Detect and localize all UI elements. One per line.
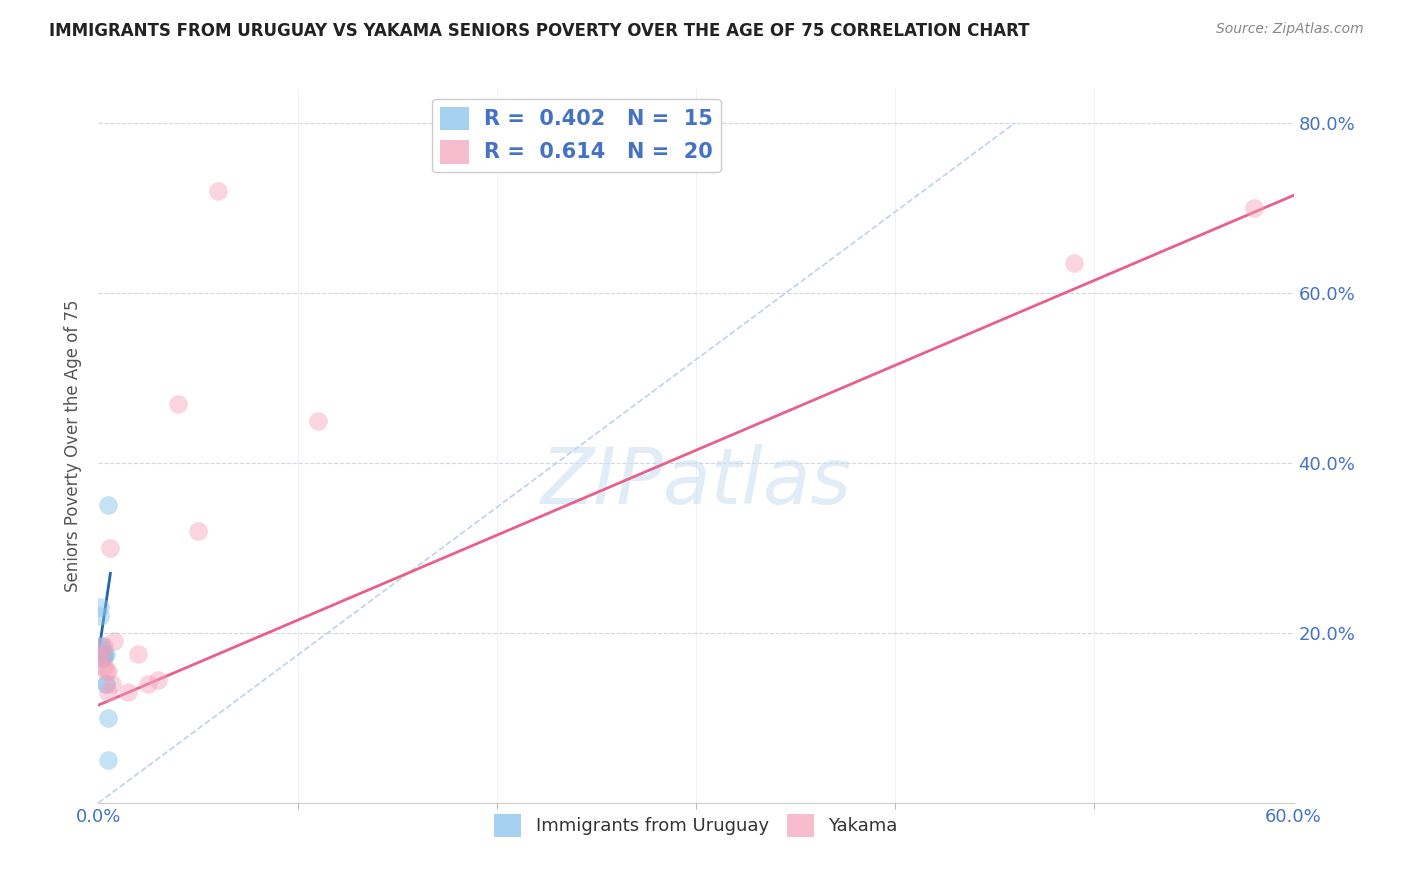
Point [93, 651, 115, 665]
Point [93, 660, 115, 674]
Y-axis label: Seniors Poverty Over the Age of 75: Seniors Poverty Over the Age of 75 [65, 300, 83, 592]
Point [93, 639, 115, 653]
Point [101, 677, 124, 691]
Point [1063, 256, 1085, 270]
Point [93, 647, 115, 661]
Point [96, 664, 118, 678]
Point [1243, 201, 1265, 215]
Point [89, 608, 111, 623]
Text: IMMIGRANTS FROM URUGUAY VS YAKAMA SENIORS POVERTY OVER THE AGE OF 75 CORRELATION: IMMIGRANTS FROM URUGUAY VS YAKAMA SENIOR… [49, 22, 1029, 40]
Point [89, 600, 111, 615]
Point [97, 711, 120, 725]
Point [91, 639, 114, 653]
Point [103, 634, 125, 648]
Point [91, 643, 114, 657]
Point [89, 639, 111, 653]
Point [97, 499, 120, 513]
Point [207, 184, 229, 198]
Text: ZIPatlas: ZIPatlas [540, 443, 852, 520]
Point [96, 677, 118, 691]
Text: Source: ZipAtlas.com: Source: ZipAtlas.com [1216, 22, 1364, 37]
Point [91, 647, 114, 661]
Point [136, 677, 159, 691]
Point [127, 647, 149, 661]
Point [97, 664, 120, 678]
Point [96, 677, 118, 691]
Point [96, 647, 118, 661]
Point [89, 651, 111, 665]
Legend: Immigrants from Uruguay, Yakama: Immigrants from Uruguay, Yakama [486, 807, 905, 844]
Point [167, 396, 190, 410]
Point [97, 753, 120, 767]
Point [98, 541, 122, 555]
Point [93, 647, 115, 661]
Point [187, 524, 209, 538]
Point [148, 673, 170, 687]
Point [117, 685, 139, 699]
Point [307, 413, 329, 427]
Point [97, 685, 120, 699]
Point [91, 651, 114, 665]
